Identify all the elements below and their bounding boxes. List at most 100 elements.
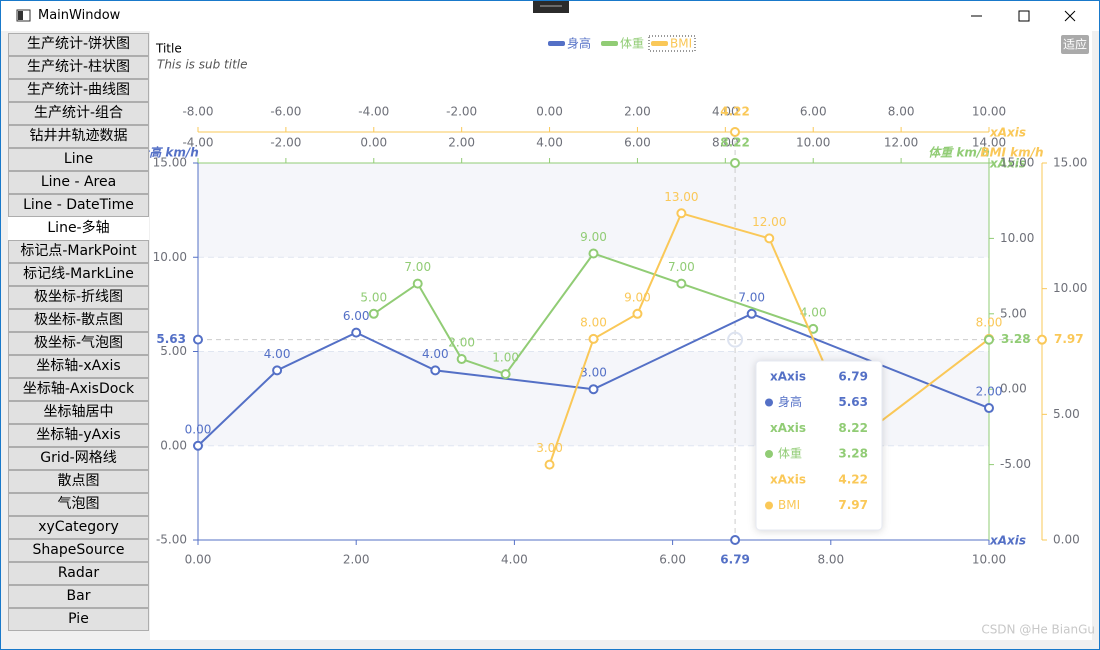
- close[interactable]: [1064, 10, 1076, 22]
- tooltip-series: BMI: [778, 498, 800, 512]
- tooltip-value: 7.97: [838, 498, 868, 512]
- nav-button[interactable]: Line-多轴: [8, 217, 149, 240]
- y-axis-name: 体重 km/h: [928, 146, 990, 160]
- x-tick-label: -6.00: [270, 105, 301, 119]
- x-axis-name: xAxis: [989, 157, 1026, 171]
- point: [456, 354, 467, 365]
- point: [412, 278, 423, 289]
- y-tick-label: 15.00: [1053, 156, 1087, 170]
- x-tick-label: -4.00: [182, 136, 213, 150]
- maximize[interactable]: [1018, 10, 1030, 22]
- x-tick-label: 10.00: [972, 553, 1006, 567]
- nav-button[interactable]: xyCategory: [8, 516, 149, 539]
- nav-button[interactable]: 生产统计-饼状图: [8, 33, 149, 56]
- nav-button[interactable]: Line: [8, 148, 149, 171]
- nav-button[interactable]: 极坐标-气泡图: [8, 332, 149, 355]
- nav-button[interactable]: 生产统计-柱状图: [8, 56, 149, 79]
- nav-button[interactable]: 坐标轴居中: [8, 401, 149, 424]
- tooltip-series: 身高: [778, 394, 802, 409]
- nav-button[interactable]: 标记点-MarkPoint: [8, 240, 149, 263]
- x-tick-label: 6.00: [659, 553, 686, 567]
- y-tick-label: -5.00: [156, 533, 187, 547]
- point-label: 4.00: [422, 347, 449, 361]
- point: [351, 327, 362, 338]
- pointer-dot: [730, 127, 741, 137]
- nav-button[interactable]: Line - DateTime: [8, 194, 149, 217]
- point-label: 8.00: [976, 315, 1003, 329]
- x-tick-label: 2.00: [624, 105, 651, 119]
- x-tick-label: 4.00: [712, 105, 739, 119]
- pointer-label: 3.28: [1001, 332, 1031, 346]
- point-label: 2.00: [448, 336, 475, 350]
- point-label: 4.00: [264, 347, 291, 361]
- nav-button[interactable]: 标记线-MarkLine: [8, 263, 149, 286]
- title-bar: MainWindow: [1, 1, 1099, 31]
- point: [764, 233, 775, 244]
- point-label: 7.00: [668, 260, 695, 274]
- x-tick-label: 0.00: [185, 553, 212, 567]
- nav-button[interactable]: 散点图: [8, 470, 149, 493]
- x-tick-label: 10.00: [972, 105, 1006, 119]
- nav-button[interactable]: 生产统计-曲线图: [8, 79, 149, 102]
- pointer-label: 4.22: [720, 105, 750, 119]
- pointer-dot: [984, 334, 994, 345]
- x-tick-label: 8.00: [888, 105, 915, 119]
- x-tick-label: 8.00: [817, 553, 844, 567]
- point-label: 9.00: [624, 290, 651, 304]
- legend-label[interactable]: BMI: [670, 37, 692, 51]
- legend-label[interactable]: 体重: [620, 37, 644, 51]
- legend-label[interactable]: 身高: [567, 36, 591, 51]
- point: [746, 308, 757, 319]
- point-label: 12.00: [752, 215, 786, 229]
- y-axis-name: BMI km/h: [980, 146, 1043, 160]
- nav-button[interactable]: 极坐标-散点图: [8, 309, 149, 332]
- tooltip-value: 4.22: [838, 473, 868, 487]
- watermark: CSDN @He BianGu: [981, 623, 1095, 637]
- x-tick-label: 6.00: [624, 136, 651, 150]
- nav-button[interactable]: Grid-网格线: [8, 447, 149, 470]
- point: [984, 403, 994, 414]
- point: [193, 440, 203, 451]
- point-label: 0.00: [185, 422, 212, 436]
- pointer-dot: [193, 334, 203, 345]
- drag-handle[interactable]: [533, 1, 569, 13]
- x-tick-label: 6.00: [800, 105, 827, 119]
- point-label: 4.00: [800, 305, 827, 319]
- legend-swatch[interactable]: [651, 41, 668, 46]
- point: [588, 248, 599, 259]
- nav-button[interactable]: Radar: [8, 562, 149, 585]
- x-tick-label: 0.00: [360, 136, 387, 150]
- legend-swatch[interactable]: [548, 41, 565, 46]
- nav-button[interactable]: Pie: [8, 608, 149, 631]
- sidebar: 生产统计-饼状图 生产统计-柱状图 生产统计-曲线图 生产统计-组合 钻井井轨迹数据 Li…: [8, 33, 149, 640]
- tooltip-dot: [765, 450, 773, 458]
- nav-button[interactable]: Bar: [8, 585, 149, 608]
- y-tick-label: 5.00: [1000, 306, 1027, 320]
- nav-button[interactable]: 坐标轴-AxisDock: [8, 378, 149, 401]
- tooltip-axis: xAxis: [770, 370, 806, 384]
- nav-button[interactable]: 极坐标-折线图: [8, 286, 149, 309]
- tooltip-value: 3.28: [838, 447, 868, 461]
- nav-button[interactable]: 气泡图: [8, 493, 149, 516]
- tooltip-axis: xAxis: [770, 421, 806, 435]
- y-tick-label: 10.00: [153, 250, 187, 264]
- point: [368, 308, 379, 319]
- y-tick-label: 5.00: [1053, 407, 1080, 421]
- tooltip-series: 体重: [778, 447, 802, 461]
- point-label: 13.00: [664, 190, 698, 204]
- y-axis-name: 身高 km/h: [137, 146, 199, 160]
- point: [500, 369, 511, 380]
- y-tick-label: 10.00: [1000, 231, 1034, 245]
- fit-button[interactable]: [1061, 35, 1089, 54]
- window-title: MainWindow: [38, 8, 121, 23]
- nav-button[interactable]: 生产统计-组合: [8, 102, 149, 125]
- nav-button[interactable]: 坐标轴-yAxis: [8, 424, 149, 447]
- nav-button[interactable]: 钻井井轨迹数据: [8, 125, 149, 148]
- nav-button[interactable]: Line - Area: [8, 171, 149, 194]
- nav-button[interactable]: 坐标轴-xAxis: [8, 355, 149, 378]
- y-tick-label: -5.00: [1000, 457, 1031, 471]
- legend-swatch[interactable]: [601, 41, 618, 46]
- x-tick-label: 10.00: [796, 136, 830, 150]
- nav-button[interactable]: ShapeSource: [8, 539, 149, 562]
- x-tick-label: 0.00: [536, 105, 563, 119]
